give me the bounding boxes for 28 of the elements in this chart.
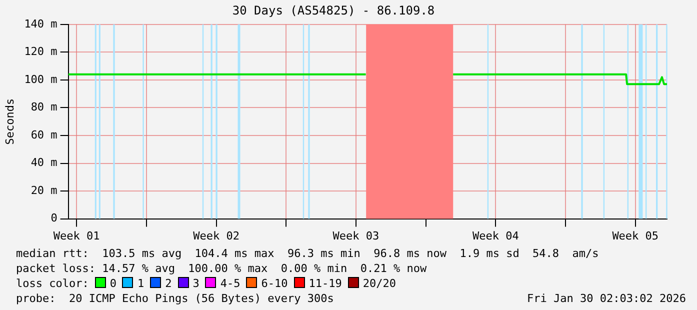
text: 4-5 (220, 277, 240, 290)
text: probe: 20 ICMP Echo Pings (56 Bytes) every 300s (16, 292, 334, 305)
y-tick-label: 20 m (30, 184, 58, 197)
x-tick-label: Week 01 (53, 229, 100, 242)
text: loss color: (16, 277, 89, 290)
text: packet loss: 14.57 % avg 100.00 % max 0.00 % min 0.21 % now (16, 262, 427, 275)
text: median rtt: 103.5 ms avg 104.4 ms max 96.3 ms min 96.8 ms now 1.9 ms sd 54.8 am/s (16, 247, 599, 260)
text: 2 (165, 277, 172, 290)
y-tick-label: 80 m (30, 100, 58, 114)
y-tick-label: 120 m (24, 45, 58, 58)
y-axis-title: Seconds (3, 98, 16, 145)
text: 3 (192, 277, 200, 290)
y-tick-label: 100 m (24, 72, 58, 86)
text: 0 (110, 277, 116, 290)
text: 6-10 (261, 277, 288, 290)
chart-title: 30 Days (AS54825) - 86.109.8 (232, 3, 435, 18)
y-tick-label: 40 m (30, 156, 58, 170)
x-tick-label: Week 04 (472, 229, 520, 242)
x-tick-label: Week 03 (332, 229, 380, 242)
x-tick-label: Week 05 (612, 229, 659, 242)
text: 1 (137, 277, 144, 290)
text: 20/20 (362, 277, 396, 290)
x-tick-label: Week 02 (193, 229, 240, 242)
text: Fri Jan 30 02:03:02 2026 (527, 291, 686, 306)
y-tick-label: 140 m (24, 17, 58, 30)
y-tick-label: 60 m (30, 128, 58, 142)
y-tick-label: 0 (50, 212, 58, 225)
text: 11-19 (308, 277, 342, 290)
